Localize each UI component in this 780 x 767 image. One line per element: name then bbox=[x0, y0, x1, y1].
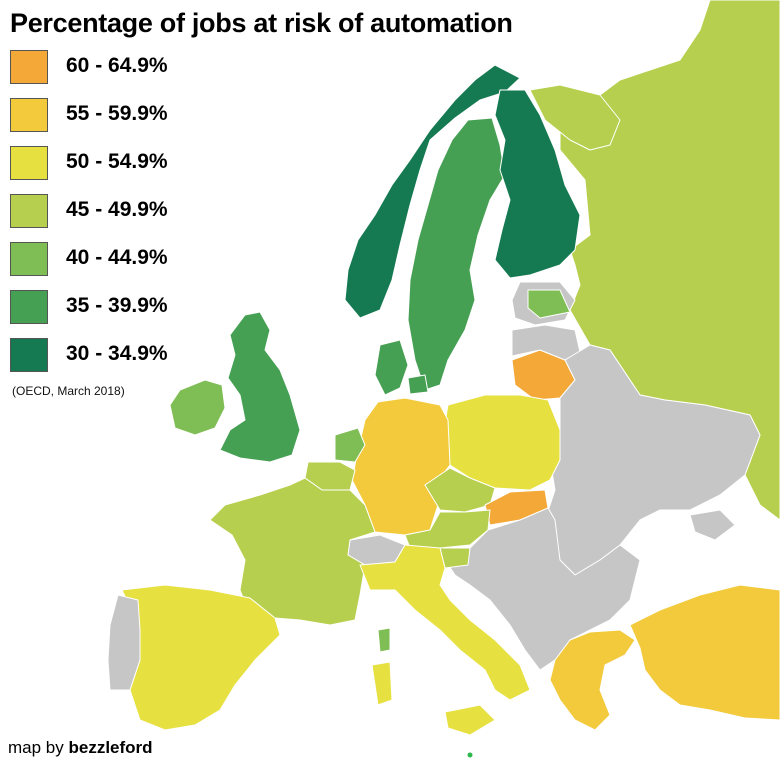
legend-label: 45 - 49.9% bbox=[66, 198, 168, 221]
region-denmark bbox=[374, 339, 409, 396]
region-estonia bbox=[527, 289, 571, 319]
region-italy bbox=[359, 544, 531, 701]
legend-label: 50 - 54.9% bbox=[66, 150, 168, 173]
region-spain bbox=[121, 584, 281, 731]
legend-swatch bbox=[10, 338, 48, 372]
region-norway bbox=[344, 64, 521, 319]
legend-label: 40 - 44.9% bbox=[66, 246, 168, 269]
region-sicily bbox=[444, 704, 496, 736]
legend-swatch bbox=[10, 290, 48, 324]
region-finland bbox=[494, 89, 581, 279]
legend-swatch bbox=[10, 98, 48, 132]
region-denmark-islands bbox=[407, 374, 429, 395]
region-malta bbox=[467, 752, 473, 758]
region-portugal bbox=[107, 594, 141, 691]
region-germany bbox=[351, 397, 451, 536]
legend-swatch bbox=[10, 242, 48, 276]
region-ireland bbox=[169, 379, 226, 436]
legend-swatch bbox=[10, 194, 48, 228]
legend-label: 35 - 39.9% bbox=[66, 294, 168, 317]
region-balkans-nodata bbox=[444, 507, 641, 671]
region-sardinia bbox=[371, 661, 393, 706]
map-credit: map by bezzleford bbox=[8, 738, 153, 758]
region-france bbox=[209, 477, 376, 626]
legend-label: 55 - 59.9% bbox=[66, 102, 168, 125]
legend-swatch bbox=[10, 146, 48, 180]
region-uk bbox=[219, 311, 301, 463]
region-sweden bbox=[407, 117, 506, 391]
region-netherlands bbox=[334, 427, 366, 463]
region-corsica bbox=[377, 627, 391, 653]
region-turkey bbox=[629, 584, 780, 721]
region-kola bbox=[529, 84, 621, 151]
region-czechia bbox=[424, 467, 496, 513]
region-crimea bbox=[689, 509, 736, 541]
legend-label: 30 - 34.9% bbox=[66, 342, 168, 365]
credit-prefix: map by bbox=[8, 738, 69, 757]
legend-swatch bbox=[10, 50, 48, 84]
legend-label: 60 - 64.9% bbox=[66, 54, 168, 77]
source-note: (OECD, March 2018) bbox=[12, 384, 125, 398]
map-title: Percentage of jobs at risk of automation bbox=[10, 8, 513, 38]
region-greece bbox=[549, 629, 636, 731]
credit-author: bezzleford bbox=[68, 738, 153, 757]
